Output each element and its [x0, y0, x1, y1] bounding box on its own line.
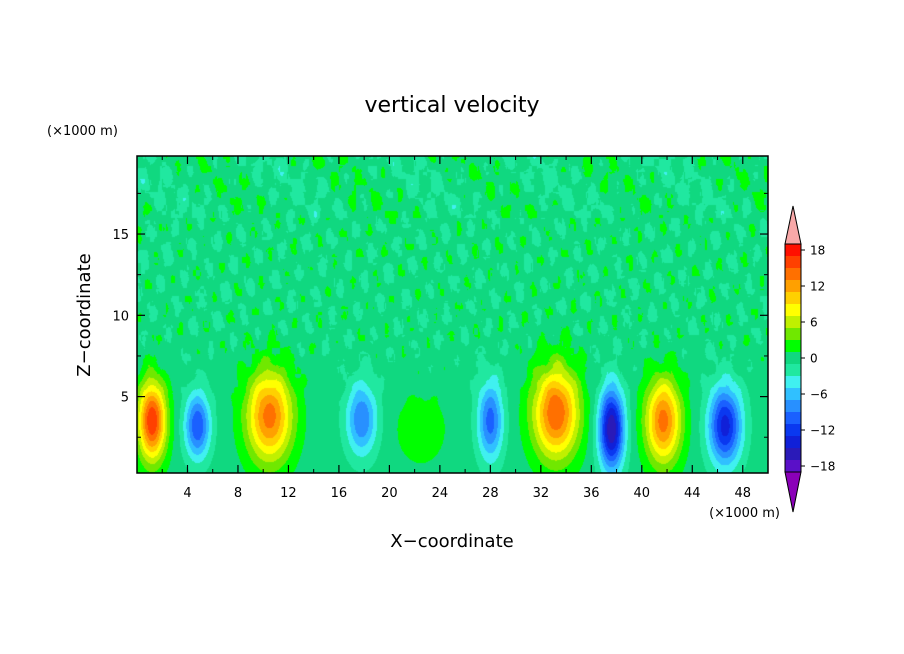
colorbar-segment	[785, 424, 801, 437]
x-tick-label: 20	[381, 486, 398, 501]
colorbar-segment	[785, 388, 801, 401]
colorbar-segment	[785, 448, 801, 461]
colorbar-segment	[785, 268, 801, 281]
x-tick-label: 4	[183, 486, 191, 501]
x-tick-label: 24	[432, 486, 449, 501]
plot-frame	[136, 155, 769, 474]
chart-title: vertical velocity	[364, 93, 539, 118]
x-tick-label: 36	[583, 486, 600, 501]
y-tick-label: 10	[112, 309, 129, 324]
colorbar-tick-label: 6	[810, 316, 818, 330]
colorbar-segment	[785, 280, 801, 293]
colorbar-segment	[785, 436, 801, 449]
colorbar: 18 12 6 0 −6 −12 −18	[784, 205, 835, 513]
x-axis-ticks: 4 8 12 16 20 24 28 32 36 40 44 48	[161, 156, 751, 501]
colorbar-segment	[785, 328, 801, 341]
colorbar-segment	[785, 340, 801, 353]
colorbar-segment	[785, 364, 801, 377]
heatmap-field	[137, 156, 768, 473]
colorbar-tick-label: 12	[810, 280, 825, 294]
x-tick-label: 40	[634, 486, 651, 501]
x-tick-label: 8	[234, 486, 242, 501]
plot-area	[136, 155, 769, 474]
colorbar-min-arrow	[784, 471, 802, 513]
colorbar-tick-label: −6	[810, 388, 828, 402]
colorbar-tick-label: −12	[810, 424, 835, 438]
x-tick-label: 12	[280, 486, 297, 501]
colorbar-tick-label: 18	[810, 244, 825, 258]
colorbar-tick-label: −18	[810, 460, 835, 474]
x-tick-label: 16	[331, 486, 348, 501]
colorbar-tick-label: 0	[810, 352, 818, 366]
x-tick-label: 28	[482, 486, 499, 501]
y-axis-ticks: 5 10 15	[112, 192, 768, 438]
colorbar-max-arrow	[784, 205, 802, 245]
x-tick-label: 48	[734, 486, 751, 501]
colorbar-segment	[785, 256, 801, 269]
colorbar-segment	[785, 352, 801, 365]
colorbar-segment	[785, 460, 801, 473]
colorbar-segment	[785, 304, 801, 317]
x-tick-label: 32	[533, 486, 550, 501]
x-tick-label: 44	[684, 486, 701, 501]
y-tick-label: 5	[121, 391, 129, 406]
colorbar-segment	[785, 292, 801, 305]
y-tick-label: 15	[112, 228, 129, 243]
x-axis-unit: (×1000 m)	[709, 506, 780, 521]
colorbar-segment	[785, 376, 801, 389]
colorbar-segment	[785, 400, 801, 413]
colorbar-segment	[785, 412, 801, 425]
y-axis-title: Z−coordinate	[74, 253, 95, 376]
colorbar-segment	[785, 244, 801, 257]
x-axis-title: X−coordinate	[390, 531, 513, 552]
y-axis-unit: (×1000 m)	[47, 124, 118, 139]
colorbar-segment	[785, 316, 801, 329]
